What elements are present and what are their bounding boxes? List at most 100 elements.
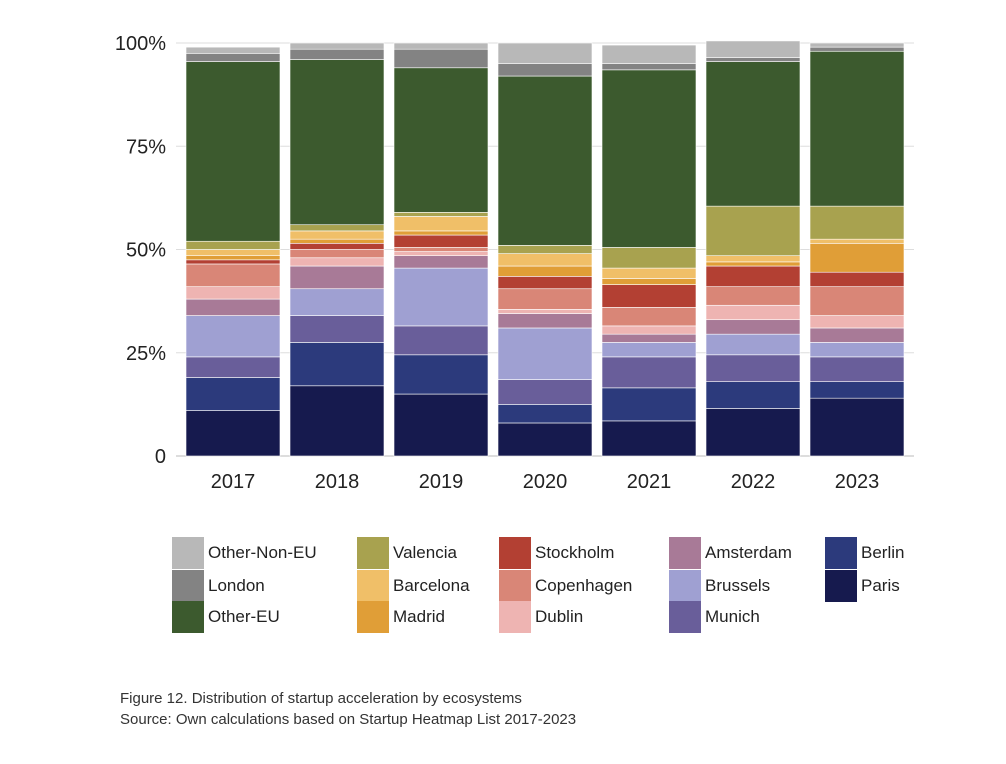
bar-segment-amsterdam-2023 (809, 327, 905, 343)
bar-segment-dublin-2020 (497, 309, 593, 314)
bar-segment-other-non-eu-2017 (185, 46, 281, 54)
bar-segment-paris-2023 (809, 397, 905, 457)
bar-segment-paris-2019 (393, 393, 489, 457)
x-tick-label: 2019 (419, 471, 464, 493)
bar-segment-london-2021 (601, 63, 697, 71)
bar-segment-amsterdam-2017 (185, 298, 281, 316)
legend-swatch (172, 570, 204, 602)
bar-segment-paris-2018 (289, 385, 385, 457)
bar-segment-valencia-2018 (289, 224, 385, 232)
legend-item-valencia: Valencia (357, 536, 457, 570)
bar-segment-london-2017 (185, 53, 281, 62)
bar-segment-barcelona-2020 (497, 253, 593, 267)
bar-segment-munich-2020 (497, 379, 593, 405)
legend-swatch (499, 537, 531, 569)
legend-swatch (172, 537, 204, 569)
bar-segment-other-eu-2022 (705, 61, 801, 207)
bar-segment-madrid-2020 (497, 265, 593, 277)
legend-swatch (499, 570, 531, 602)
legend-item-amsterdam: Amsterdam (669, 536, 792, 570)
legend-item-stockholm: Stockholm (499, 536, 614, 570)
bar-segment-dublin-2018 (289, 257, 385, 267)
bar-segment-brussels-2017 (185, 315, 281, 358)
bar-segment-berlin-2023 (809, 381, 905, 399)
bar-segment-dublin-2021 (601, 325, 697, 335)
y-tick-label: 50% (126, 240, 166, 262)
legend-swatch (357, 570, 389, 602)
bar-segment-madrid-2019 (393, 230, 489, 236)
x-tick-label: 2022 (731, 471, 776, 493)
legend-label: Stockholm (535, 543, 615, 562)
bar-segment-other-eu-2019 (393, 67, 489, 213)
bar-segment-valencia-2022 (705, 205, 801, 256)
bar-segment-madrid-2022 (705, 261, 801, 267)
bar-segment-copenhagen-2021 (601, 307, 697, 327)
bar-segment-stockholm-2022 (705, 265, 801, 287)
legend-swatch (825, 570, 857, 602)
bar-segment-dublin-2023 (809, 315, 905, 329)
legend-label: Other-EU (208, 607, 280, 626)
bar-segment-other-non-eu-2019 (393, 42, 489, 50)
bar-segment-valencia-2017 (185, 240, 281, 250)
bar-segment-copenhagen-2019 (393, 247, 489, 252)
x-tick-label: 2021 (627, 471, 672, 493)
bar-segment-amsterdam-2021 (601, 333, 697, 343)
bar-segment-paris-2017 (185, 410, 281, 457)
bar-segment-brussels-2020 (497, 327, 593, 380)
legend-item-copenhagen: Copenhagen (499, 569, 632, 603)
bar-segment-stockholm-2023 (809, 271, 905, 287)
bar-segment-berlin-2022 (705, 381, 801, 409)
x-tick-label: 2023 (835, 471, 880, 493)
legend-label: Dublin (535, 607, 584, 626)
bar-segment-amsterdam-2019 (393, 255, 489, 269)
legend-label: Amsterdam (705, 543, 792, 562)
bar-segment-other-non-eu-2022 (705, 40, 801, 58)
bar-segment-stockholm-2017 (185, 259, 281, 265)
bar-segment-amsterdam-2022 (705, 319, 801, 335)
legend-label: Copenhagen (535, 576, 633, 595)
bar-segment-copenhagen-2017 (185, 263, 281, 287)
bar-segment-london-2022 (705, 57, 801, 62)
bar-segment-barcelona-2022 (705, 255, 801, 263)
x-tick-label: 2018 (315, 471, 360, 493)
bar-segment-paris-2021 (601, 420, 697, 457)
bar-segment-amsterdam-2018 (289, 265, 385, 290)
bar-segment-other-eu-2017 (185, 61, 281, 242)
bar-segment-copenhagen-2023 (809, 286, 905, 316)
x-tick-label: 2020 (523, 471, 568, 493)
bar-segment-london-2020 (497, 63, 593, 77)
legend-swatch (357, 601, 389, 633)
legend-label: Other-Non-EU (208, 543, 317, 562)
bar-segment-berlin-2020 (497, 404, 593, 424)
bar-segment-valencia-2023 (809, 205, 905, 240)
bar-segment-brussels-2019 (393, 267, 489, 327)
bar-segment-other-non-eu-2018 (289, 42, 385, 50)
legend-swatch (499, 601, 531, 633)
bar-segment-valencia-2021 (601, 247, 697, 269)
bar-segment-munich-2021 (601, 356, 697, 389)
legend-item-berlin: Berlin (825, 536, 904, 570)
bar-segment-dublin-2022 (705, 304, 801, 321)
bar-segment-paris-2022 (705, 408, 801, 457)
y-tick-label: 75% (126, 136, 166, 158)
legend-label: Munich (705, 607, 760, 626)
bar-segment-berlin-2021 (601, 387, 697, 422)
legend-label: Berlin (861, 543, 905, 562)
legend-item-madrid: Madrid (357, 600, 445, 634)
bar-segment-other-eu-2020 (497, 75, 593, 246)
legend-swatch (825, 537, 857, 569)
legend-swatch (669, 537, 701, 569)
legend-item-other-eu: Other-EU (172, 600, 280, 634)
bar-segment-valencia-2019 (393, 212, 489, 217)
bar-segment-berlin-2017 (185, 377, 281, 411)
bar-segment-barcelona-2021 (601, 267, 697, 279)
bar-segment-other-non-eu-2021 (601, 44, 697, 64)
x-tick-label: 2017 (211, 471, 256, 493)
caption-source: Source: Own calculations based on Startu… (120, 711, 577, 728)
bar-segment-other-non-eu-2023 (809, 42, 905, 48)
legend-swatch (669, 570, 701, 602)
bar-segment-barcelona-2018 (289, 230, 385, 240)
bar-segment-brussels-2018 (289, 288, 385, 316)
bar-segment-london-2023 (809, 46, 905, 52)
legend: Other-Non-EU London Other-EU Valencia Ba… (172, 536, 932, 636)
